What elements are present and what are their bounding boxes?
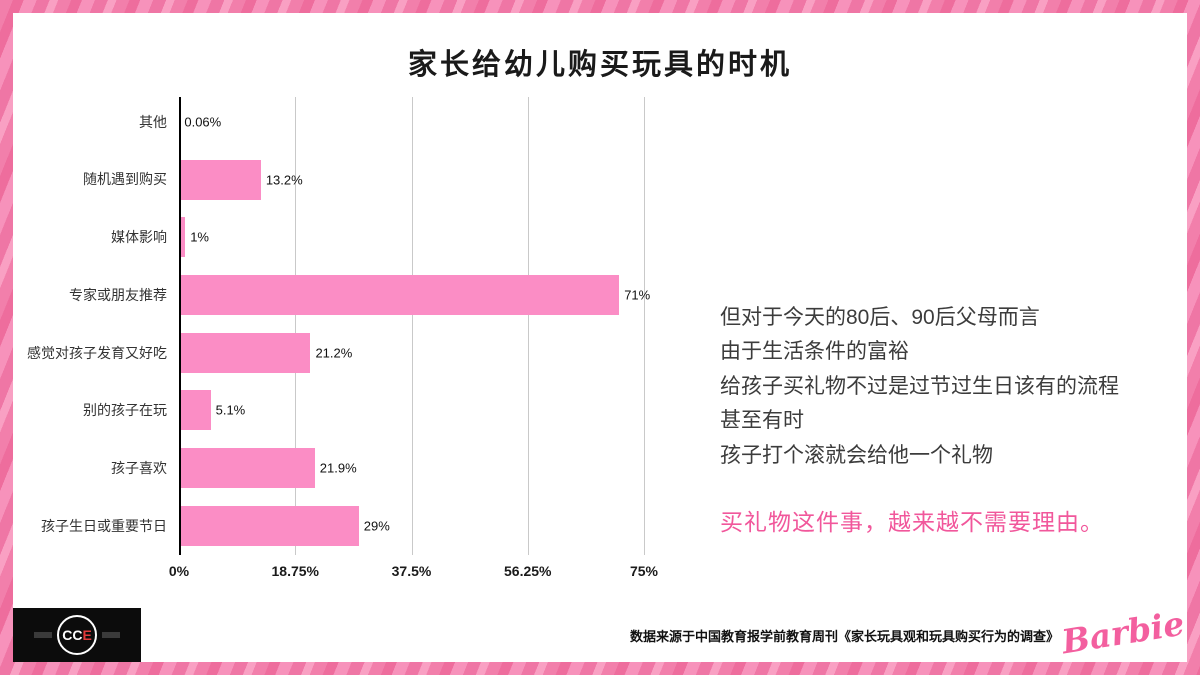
cce-logo: CC E (13, 608, 141, 662)
x-tick-label: 75% (629, 563, 659, 579)
bar-track: 0.06% (179, 101, 644, 142)
value-label: 5.1% (215, 402, 246, 418)
chart-row: 媒体影响 1% (27, 208, 692, 266)
data-source-text: 数据来源于中国教育报学前教育周刊《家长玩具观和玩具购买行为的调查》 (629, 628, 1059, 644)
annotation-line: 孩子打个滚就会给他一个礼物 (720, 443, 993, 467)
gridline (295, 97, 297, 555)
slide: 家长给幼儿购买玩具的时机 其他 0.06% 随机遇到购买 13.2% 媒体影响 1% 专家或… (13, 13, 1187, 662)
value-label: 71% (624, 287, 651, 303)
chart-row: 随机遇到购买 13.2% (27, 151, 692, 209)
gridlines (179, 97, 645, 555)
annotation-line: 但对于今天的80后、90后父母而言 (720, 306, 1040, 329)
chart-row: 其他 0.06% (27, 93, 692, 151)
bar-track: 21.2% (179, 332, 644, 373)
annotation-lines: 但对于今天的80后、90后父母而言 由于生活条件的富裕给孩子买礼物不过是过节过生日… (720, 301, 1187, 473)
value-label: 21.2% (315, 345, 353, 361)
bar-track: 1% (179, 217, 644, 258)
chart-row: 专家或朋友推荐 71% (27, 266, 692, 324)
category-label: 感觉对孩子发育又好吃 (27, 344, 167, 361)
bar-track: 29% (179, 505, 644, 546)
chart-row: 别的孩子在玩 5.1% (27, 381, 692, 439)
x-axis: 0% 18.75% 37.5% 56.25% 75% (169, 563, 658, 589)
chart-row: 孩子喜欢 21.9% (27, 439, 692, 497)
gridline (527, 97, 529, 555)
bar-chart: 其他 0.06% 随机遇到购买 13.2% 媒体影响 1% 专家或朋友推荐 71% 感觉对孩子发… (27, 93, 692, 589)
category-label: 专家或朋友推荐 (69, 286, 167, 303)
chart-rows: 其他 0.06% 随机遇到购买 13.2% 媒体影响 1% 专家或朋友推荐 71% 感觉对孩子发… (27, 93, 692, 555)
footer: CC E 数据来源于中国教育报学前教育周刊《家长玩具观和玩具购买行为的调查》 Ba… (13, 603, 1187, 662)
gridline (644, 97, 645, 555)
annotation-line: 由于生活条件的富裕 (720, 340, 909, 364)
category-label: 孩子喜欢 (111, 459, 167, 476)
category-label: 媒体影响 (111, 229, 167, 246)
value-label: 0.06% (184, 114, 222, 130)
chart-plot-area: 其他 0.06% 随机遇到购买 13.2% 媒体影响 1% 专家或朋友推荐 71% 感觉对孩子发… (27, 93, 692, 555)
bar-track: 71% (179, 274, 650, 315)
bar (179, 505, 359, 546)
gridline (411, 97, 413, 555)
value-label: 21.9% (319, 460, 357, 476)
cce-logo-left-mark (34, 632, 52, 638)
bar (179, 390, 211, 431)
bar (179, 332, 311, 373)
chart-row: 孩子生日或重要节日 29% (27, 497, 692, 555)
bar-track: 5.1% (179, 390, 644, 431)
bar (179, 274, 620, 315)
bar (179, 447, 315, 488)
category-label: 其他 (139, 113, 167, 130)
chart-row: 感觉对孩子发育又好吃 21.2% (27, 324, 692, 382)
category-label: 别的孩子在玩 (83, 402, 167, 419)
x-tick-label: 18.75% (271, 563, 319, 579)
main-content: 其他 0.06% 随机遇到购买 13.2% 媒体影响 1% 专家或朋友推荐 71% 感觉对孩子发… (13, 93, 1187, 589)
barbie-logo: Barbie (1059, 603, 1187, 661)
annotation-text-block: 但对于今天的80后、90后父母而言 由于生活条件的富裕给孩子买礼物不过是过节过生日… (720, 93, 1187, 589)
x-tick-label: 37.5% (391, 563, 432, 579)
annotation-line: 甚至有时 (720, 409, 804, 433)
chart-title: 家长给幼儿购买玩具的时机 (407, 49, 792, 81)
x-tick-label: 0% (168, 563, 190, 579)
cce-logo-circle: CC E (57, 615, 97, 655)
category-label: 孩子生日或重要节日 (41, 517, 167, 534)
annotation-highlight: 买礼物这件事，越来越不需要理由。 (720, 509, 1104, 536)
cce-logo-cc: CC (62, 627, 83, 643)
y-axis-line (179, 97, 181, 555)
bar-track: 21.9% (179, 447, 644, 488)
category-label: 随机遇到购买 (83, 171, 167, 188)
value-label: 1% (190, 229, 209, 245)
bar (179, 159, 261, 200)
value-label: 13.2% (265, 172, 303, 188)
cce-logo-e: E (82, 627, 92, 643)
value-label: 29% (363, 518, 390, 534)
annotation-line: 给孩子买礼物不过是过节过生日该有的流程 (720, 374, 1119, 398)
x-tick-label: 56.25% (504, 563, 552, 579)
bar (179, 217, 186, 258)
bar-track: 13.2% (179, 159, 644, 200)
cce-logo-right-mark (102, 632, 120, 638)
